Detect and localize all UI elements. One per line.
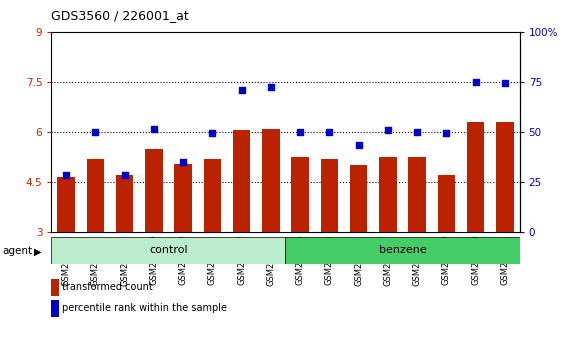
Point [500,80,509,86]
Point [62,172,71,177]
Text: GDS3560 / 226001_at: GDS3560 / 226001_at [51,9,189,22]
Text: ▶: ▶ [34,246,42,256]
Bar [437,175,455,232]
Text: percentile rank within the sample: percentile rank within the sample [62,303,227,313]
Point [296,129,305,135]
Point [354,142,363,148]
Point [471,79,480,85]
Bar [57,177,75,232]
Point [442,130,451,136]
Bar [379,157,397,232]
Bar [286,237,520,264]
Point [208,130,217,136]
Text: control: control [149,245,188,256]
Point [149,126,158,131]
Point [91,129,100,135]
Bar [174,164,192,232]
Bar [233,130,250,232]
Point [237,87,246,92]
Point [179,159,188,165]
Text: agent: agent [3,246,33,256]
Bar [291,157,309,232]
Bar [350,165,367,232]
Bar [145,149,163,232]
Point [120,172,129,177]
Text: benzene: benzene [379,245,427,256]
Point [266,84,275,90]
Text: transformed count: transformed count [62,282,152,292]
Bar [496,122,514,232]
Bar [116,175,133,232]
Bar [467,122,484,232]
Bar [86,159,104,232]
Point [325,129,334,135]
Bar [408,157,426,232]
Point [413,129,422,135]
Point [383,127,392,133]
Bar [262,129,280,232]
Bar [203,159,221,232]
Bar [320,159,338,232]
Bar [51,237,286,264]
